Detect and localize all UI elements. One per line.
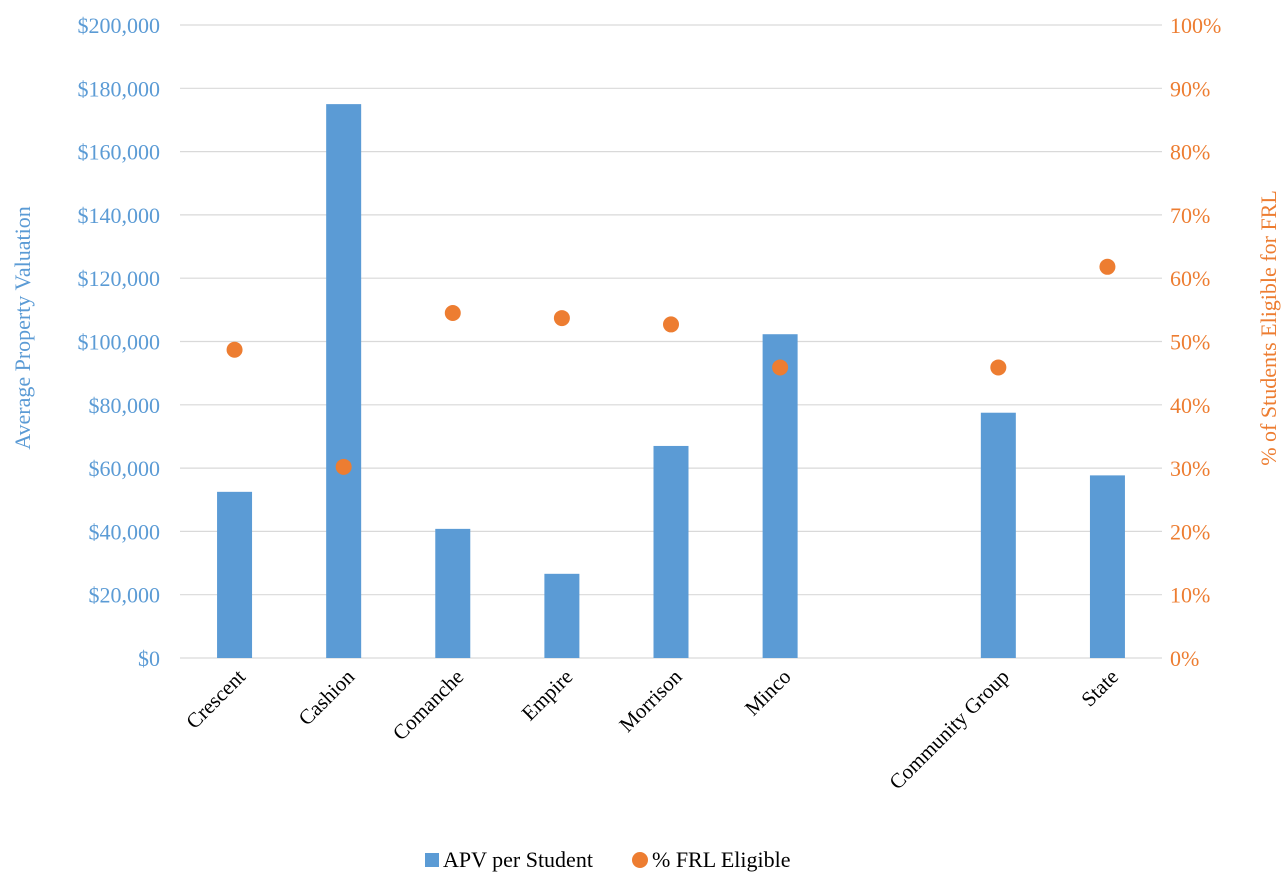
scatter-point	[226, 341, 243, 358]
legend-swatch-apv	[425, 853, 439, 867]
bar	[980, 412, 1016, 658]
right-tick-label: 50%	[1170, 330, 1210, 355]
left-axis-ticks: $0 $20,000 $40,000 $60,000 $80,000 $100,000 $1…	[78, 13, 161, 671]
category-label: Crescent	[181, 664, 250, 733]
bar	[326, 104, 362, 658]
right-tick-label: 60%	[1170, 266, 1210, 291]
right-tick-label: 0%	[1170, 646, 1199, 671]
right-tick-label: 90%	[1170, 76, 1210, 101]
category-label: Empire	[517, 665, 578, 726]
right-tick-label: 20%	[1170, 519, 1210, 544]
left-tick-label: $120,000	[78, 266, 161, 291]
right-tick-label: 80%	[1170, 140, 1210, 165]
left-tick-label: $20,000	[89, 583, 161, 608]
left-tick-label: $180,000	[78, 76, 161, 101]
right-axis-title: % of Students Eligible for FRL	[1256, 190, 1281, 466]
right-tick-label: 70%	[1170, 203, 1210, 228]
left-tick-label: $0	[138, 646, 160, 671]
bar	[544, 573, 580, 658]
right-tick-label: 10%	[1170, 583, 1210, 608]
bar	[435, 528, 471, 658]
category-label: State	[1076, 665, 1123, 712]
left-tick-label: $140,000	[78, 203, 161, 228]
left-tick-label: $80,000	[89, 393, 161, 418]
left-tick-label: $40,000	[89, 519, 161, 544]
legend: APV per Student % FRL Eligible	[425, 847, 791, 872]
bar	[217, 491, 253, 658]
left-tick-label: $200,000	[78, 13, 161, 38]
bar	[762, 334, 798, 658]
category-label: Cashion	[294, 664, 360, 730]
scatter-point	[772, 359, 789, 376]
scatter-point	[444, 305, 461, 322]
bar	[653, 445, 689, 658]
right-axis-ticks: 0% 10% 20% 30% 40% 50% 60% 70% 80% 90% 100%	[1170, 13, 1221, 671]
category-labels: Crescent Cashion Comanche Empire Morrison Min…	[181, 664, 1123, 794]
left-tick-label: $60,000	[89, 456, 161, 481]
scatter-point	[335, 458, 352, 475]
bar-series	[217, 104, 1125, 658]
bar	[1089, 475, 1125, 658]
scatter-point	[553, 310, 570, 327]
legend-swatch-frl	[632, 852, 648, 868]
category-label: Comanche	[388, 665, 468, 745]
right-tick-label: 40%	[1170, 393, 1210, 418]
left-tick-label: $100,000	[78, 330, 161, 355]
scatter-point	[1099, 258, 1116, 275]
right-tick-label: 100%	[1170, 13, 1221, 38]
legend-label-frl: % FRL Eligible	[652, 847, 791, 872]
category-label: Minco	[740, 665, 796, 721]
left-axis-title: Average Property Valuation	[10, 206, 35, 450]
scatter-point	[663, 316, 679, 333]
scatter-point	[990, 359, 1007, 376]
scatter-series	[226, 258, 1116, 475]
right-tick-label: 30%	[1170, 456, 1210, 481]
category-label: Community Group	[884, 665, 1014, 795]
legend-label-apv: APV per Student	[443, 847, 593, 872]
left-tick-label: $160,000	[78, 140, 161, 165]
category-label: Morrison	[614, 664, 687, 737]
